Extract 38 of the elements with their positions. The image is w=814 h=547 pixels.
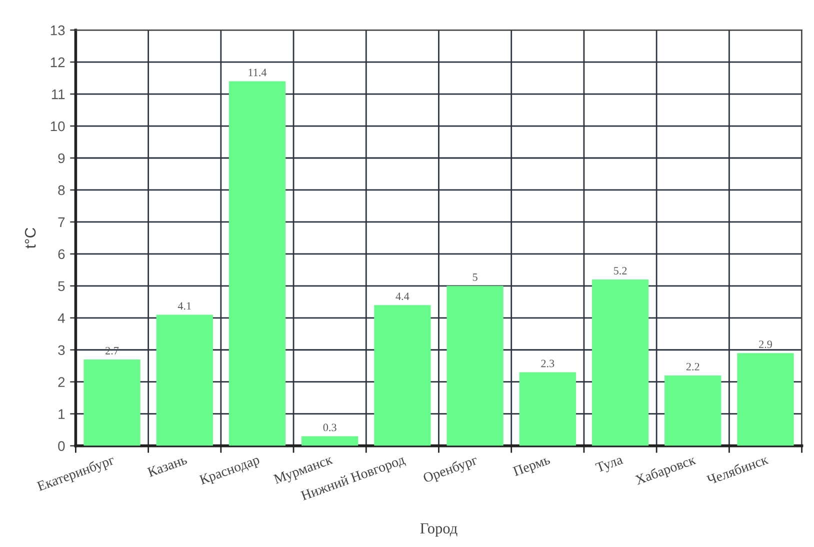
bar xyxy=(592,280,649,446)
y-tick-label: 13 xyxy=(50,25,65,36)
y-axis-title: t°C xyxy=(24,228,36,248)
bar xyxy=(519,372,576,446)
y-tick-label: 2 xyxy=(58,377,65,387)
y-tick-label: 3 xyxy=(58,345,65,356)
data-label: 0.3 xyxy=(323,424,336,432)
y-tick-label: 7 xyxy=(58,217,65,227)
bar xyxy=(302,436,358,446)
y-tick-label: 8 xyxy=(58,185,65,196)
bar xyxy=(446,286,504,446)
data-label: 2.9 xyxy=(759,340,772,348)
data-label: 2.2 xyxy=(686,362,700,370)
y-tick-label: 4 xyxy=(58,313,65,323)
y-tick-label: 6 xyxy=(58,249,65,260)
bar xyxy=(737,353,794,446)
y-tick-label: 0 xyxy=(58,441,65,451)
bar xyxy=(156,314,213,446)
data-label: 11.4 xyxy=(248,68,267,76)
x-tick-label: Пермь xyxy=(512,454,552,479)
bar xyxy=(374,305,431,446)
y-tick-label: 9 xyxy=(58,153,65,164)
y-tick-label: 12 xyxy=(50,57,65,68)
data-label: 4.1 xyxy=(178,302,191,310)
bar xyxy=(84,359,140,446)
y-tick-label: 10 xyxy=(50,121,65,132)
x-axis-title: Город xyxy=(420,523,458,537)
bar xyxy=(228,81,286,446)
y-tick-label: 11 xyxy=(52,90,65,100)
data-label: 2.3 xyxy=(541,360,554,368)
bar xyxy=(664,375,722,446)
y-tick-label: 5 xyxy=(58,281,65,292)
x-tick-label: Тула xyxy=(595,454,624,476)
data-label: 5 xyxy=(472,273,478,281)
x-tick-label: Казань xyxy=(146,454,188,478)
y-tick-label: 1 xyxy=(58,409,65,419)
data-label: 5.2 xyxy=(614,267,627,275)
data-label: 4.4 xyxy=(396,292,410,300)
